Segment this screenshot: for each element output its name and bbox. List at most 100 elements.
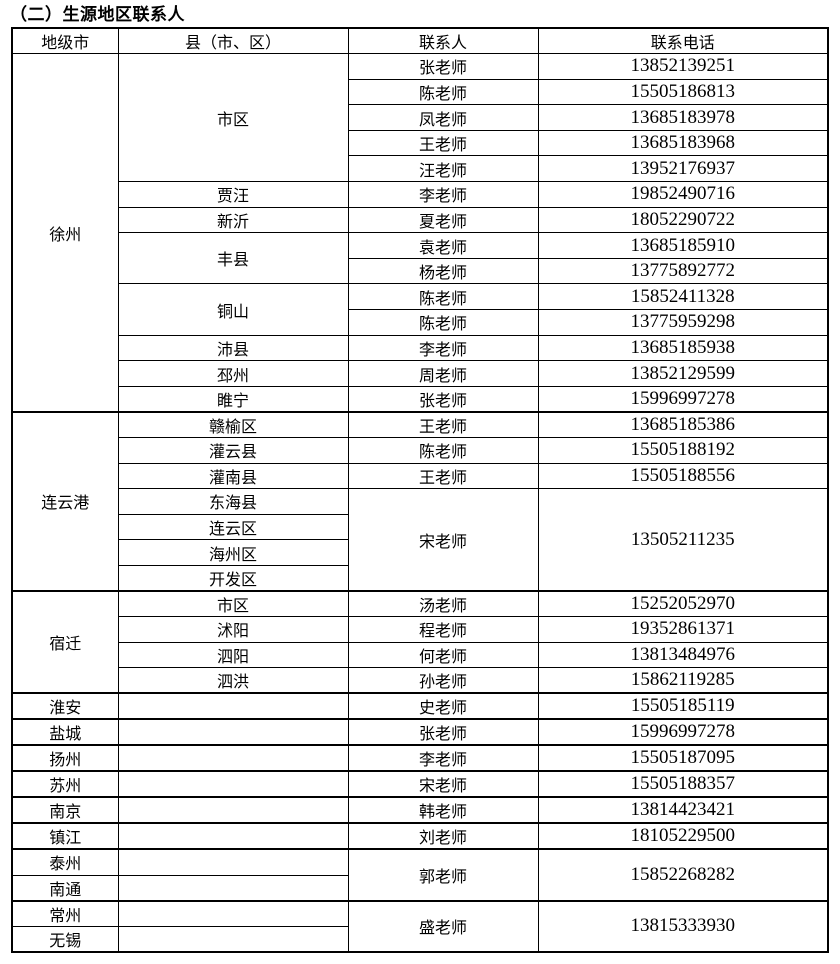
phone-cell: 13505211235 [537, 488, 829, 592]
county-cell: 邳州 [117, 360, 349, 387]
contact-cell: 何老师 [347, 641, 539, 669]
contact-cell: 张老师 [347, 718, 539, 746]
table-row: 贾汪 李老师 19852490716 [12, 181, 829, 208]
contact-cell: 陈老师 [347, 283, 539, 311]
county-cell: 泗洪 [117, 667, 349, 694]
table-row: 海州区 [12, 539, 828, 566]
table-row: 泗阳 何老师 13813484976 [12, 641, 829, 669]
table-row: 新沂 夏老师 18052290722 [12, 206, 829, 234]
table-row: 连云港 赣榆区王老师 13685185386 [11, 410, 829, 592]
phone-cell: 13685183978 [537, 104, 829, 131]
table-row: 丰县 袁老师 13685185910 [12, 232, 829, 285]
contact-cell: 王老师 [347, 462, 539, 490]
contact-cell: 张老师 [347, 53, 539, 80]
county-cell: 海州区 [117, 539, 349, 566]
contact-cell: 陈老师 [347, 309, 539, 336]
contact-cell: 王老师 [347, 129, 539, 157]
county-cell [117, 796, 349, 824]
column-header-phone: 联系电话 [537, 27, 829, 55]
phone-cell: 18052290722 [537, 206, 829, 234]
phone-cell: 15852268282 [537, 848, 829, 902]
city-cell: 宿迁 [11, 590, 119, 694]
city-cell: 盐城 [11, 718, 119, 746]
table-row: 睢宁 张老师 15996997278 [12, 385, 829, 413]
phone-cell: 19852490716 [537, 181, 829, 208]
contact-cell: 汤老师 [347, 590, 539, 618]
table-row: 凤老师 13685183978 [12, 104, 829, 131]
county-cell [117, 692, 349, 720]
table-row: 南京 韩老师 13814423421 [11, 796, 829, 824]
contact-cell: 夏老师 [347, 206, 539, 234]
contact-cell: 史老师 [347, 692, 539, 720]
phone-cell: 13814423421 [537, 796, 829, 824]
table-header-row: 地级市 县（市、区） 联系人 联系电话 [11, 27, 829, 55]
city-cell: 苏州 [11, 770, 119, 798]
county-cell [117, 822, 349, 850]
table-row: 镇江 刘老师 18105229500 [11, 822, 829, 850]
contact-cell: 孙老师 [347, 667, 539, 694]
phone-cell: 15505188556 [537, 462, 829, 490]
contact-cell: 汪老师 [347, 155, 539, 183]
county-cell: 赣榆区 [117, 410, 349, 438]
column-header-contact: 联系人 [347, 27, 539, 55]
city-cell: 连云港 [11, 410, 119, 592]
city-cell: 镇江 [11, 822, 119, 850]
phone-cell: 13685185386 [537, 410, 829, 438]
table-body: 徐州 市区 张老师 13852139251 陈老师 15505186813 凤老师 13685… [11, 53, 829, 953]
phone-cell: 13685183968 [537, 129, 829, 157]
table-row: 泗洪 孙老师 15862119285 [12, 667, 829, 694]
county-cell [117, 770, 349, 798]
phone-cell: 15852411328 [537, 283, 829, 311]
contact-cell: 韩老师 [347, 796, 539, 824]
table-row: 沛县 李老师 13685185938 [12, 334, 829, 362]
phone-cell: 15505186813 [537, 78, 829, 106]
county-cell [117, 899, 349, 927]
contact-cell: 杨老师 [347, 257, 539, 285]
contact-cell: 宋老师 [347, 770, 539, 798]
contact-cell: 陈老师 [347, 78, 539, 106]
county-cell [117, 718, 349, 746]
county-cell: 东海县 [117, 488, 349, 515]
contact-cell: 陈老师 [347, 437, 539, 464]
county-cell: 开发区 [117, 564, 349, 592]
table-row: 陈老师 13775959298 [12, 309, 829, 336]
phone-cell: 13685185910 [537, 232, 829, 259]
city-cell: 南京 [11, 796, 119, 824]
table-row: 王老师 13685183968 [12, 129, 829, 157]
phone-cell: 15505188357 [537, 770, 829, 798]
contact-cell: 袁老师 [347, 232, 539, 259]
city-cell: 扬州 [11, 744, 119, 772]
table-row: 徐州 市区 张老师 13852139251 [11, 53, 829, 413]
table-row: 汪老师 13952176937 [12, 155, 829, 183]
contact-cell: 李老师 [347, 181, 539, 208]
phone-cell: 15505187095 [537, 744, 829, 772]
table-row: 苏州 宋老师 15505188357 [11, 770, 829, 798]
table-row: 宿迁 市区 汤老师 15252052970 [11, 590, 829, 694]
table-row: 灌云县 陈老师 15505188192 [12, 437, 829, 464]
county-cell: 灌云县 [117, 437, 349, 464]
table-row: 常州 盛老师 13815333930 [11, 899, 829, 953]
table-row: 连云区 [12, 513, 828, 541]
county-cell: 沭阳 [117, 616, 349, 643]
page-title: （二）生源地区联系人 [10, 5, 185, 24]
city-cell: 无锡 [11, 925, 119, 953]
city-cell: 泰州 [11, 848, 119, 876]
table-row: 陈老师 15505186813 [12, 78, 829, 106]
table-row: 沭阳 程老师 19352861371 [12, 616, 829, 643]
table-row: 泰州 郭老师 15852268282 [11, 848, 829, 902]
phone-cell: 15996997278 [537, 385, 829, 413]
phone-cell: 15505188192 [537, 437, 829, 464]
phone-cell: 13775892772 [537, 257, 829, 285]
phone-cell: 15862119285 [537, 667, 829, 694]
county-cell: 沛县 [117, 334, 349, 362]
county-cell: 市区 [117, 590, 349, 618]
table-row: 铜山 陈老师 15852411328 [12, 283, 829, 336]
contact-cell: 李老师 [347, 744, 539, 772]
phone-cell: 15505185119 [537, 692, 829, 720]
city-cell: 徐州 [11, 53, 119, 413]
table-header: 地级市 县（市、区） 联系人 联系电话 [11, 27, 829, 55]
contact-cell: 李老师 [347, 334, 539, 362]
phone-cell: 18105229500 [537, 822, 829, 850]
phone-cell: 13813484976 [537, 641, 829, 669]
phone-cell: 13852129599 [537, 360, 829, 387]
